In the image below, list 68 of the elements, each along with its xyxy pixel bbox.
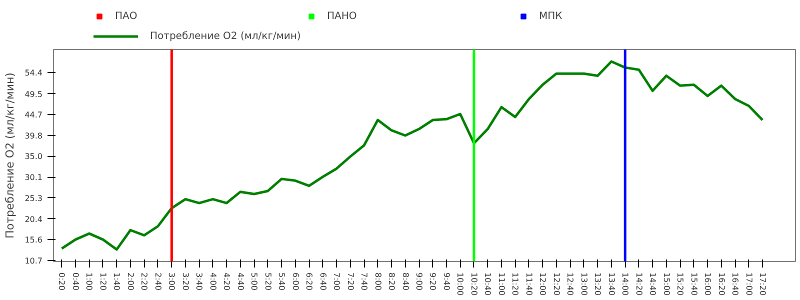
x-tick-label: 1:40 [112,272,122,290]
x-tick-label: 9:00 [414,272,424,290]
x-tick-label: 2:20 [140,272,149,290]
x-tick-label: 12:00 [538,272,548,296]
x-tick-label: 3:00 [167,272,176,290]
y-tick-label: 54.4 [24,68,42,78]
x-tick-label: 17:00 [744,272,754,296]
x-tick-label: 1:20 [98,272,108,290]
x-tick-label: 15:40 [689,272,698,296]
legend-label: МПК [539,10,564,22]
x-tick-label: 12:20 [552,272,561,296]
x-tick-label: 0:40 [70,272,80,290]
y-axis-title: Потребление O2 (мл/кг/мин) [4,72,17,238]
x-tick-label: 14:40 [648,272,658,296]
x-tick-label: 4:00 [208,272,218,290]
x-tick-label: 7:20 [346,272,355,290]
x-tick-label: 11:00 [496,272,506,296]
x-tick-label: 16:00 [703,272,712,296]
x-tick-label: 15:00 [662,272,671,296]
x-tick-label: 5:40 [277,272,286,290]
x-tick-label: 15:20 [676,272,685,296]
x-tick-label: 0:20 [57,272,66,290]
y-tick-label: 35.0 [24,152,42,162]
x-tick-label: 14:00 [620,272,630,296]
x-tick-label: 17:20 [758,272,768,296]
x-tick-label: 9:40 [442,272,451,290]
x-tick-label: 10:00 [456,272,465,296]
x-tick-label: 6:00 [290,272,300,290]
x-tick-label: 2:00 [126,272,135,290]
x-tick-label: 3:20 [180,272,190,290]
y-tick-label: 30.1 [24,173,42,182]
x-tick-label: 1:00 [84,272,94,290]
x-tick-label: 11:20 [510,272,520,296]
x-tick-label: 4:20 [222,272,232,290]
y-tick-label: 49.5 [24,90,42,99]
x-tick-label: 13:00 [579,272,588,296]
x-tick-label: 3:40 [194,272,204,290]
x-tick-label: 9:20 [428,272,438,290]
x-tick-label: 2:40 [153,272,162,290]
x-tick-label: 16:40 [730,272,740,296]
legend-label: ПАНО [327,10,358,22]
x-tick-label: 12:40 [566,272,575,296]
x-tick-label: 8:20 [387,272,396,290]
x-tick-label: 7:00 [332,272,342,290]
line-series [60,60,764,251]
y-tick-label: 39.8 [24,132,42,141]
x-tick-label: 14:20 [634,272,644,296]
x-tick-label: 6:40 [318,272,328,290]
x-tick-label: 8:00 [373,272,382,290]
y-tick-label: 25.3 [24,194,42,203]
x-tick-label: 13:40 [606,272,616,296]
y-tick-label: 20.4 [24,214,42,224]
x-tick-label: 5:20 [263,272,272,290]
x-tick-label: 5:00 [250,272,259,290]
y-tick-label: 44.7 [24,110,42,120]
legend-label: Потребление O2 (мл/кг/мин) [150,30,301,42]
y-tick-label: 15.6 [24,236,42,245]
x-tick-label: 13:20 [593,272,602,296]
x-tick-label: 10:20 [469,272,478,296]
x-tick-label: 8:40 [400,272,410,290]
x-tick-label: 7:40 [360,272,369,290]
x-tick-label: 6:20 [304,272,314,290]
x-tick-label: 4:40 [236,272,245,290]
legend-label: ПАО [115,10,138,22]
x-tick-label: 11:40 [524,272,534,296]
x-tick-label: 10:40 [483,272,492,296]
y-tick-label: 10.7 [24,256,42,266]
x-tick-label: 16:20 [716,272,726,296]
